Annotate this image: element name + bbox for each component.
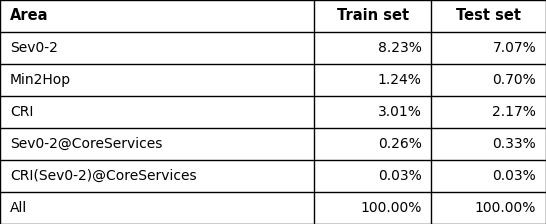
Text: Sev0-2: Sev0-2 (10, 41, 58, 55)
Text: 0.03%: 0.03% (378, 169, 422, 183)
Text: All: All (10, 201, 27, 215)
Text: 0.33%: 0.33% (492, 137, 536, 151)
Text: CRI(Sev0-2)@CoreServices: CRI(Sev0-2)@CoreServices (10, 169, 197, 183)
Text: 100.00%: 100.00% (475, 201, 536, 215)
Text: 0.26%: 0.26% (378, 137, 422, 151)
Text: CRI: CRI (10, 105, 33, 119)
Text: 1.24%: 1.24% (378, 73, 422, 87)
Text: Min2Hop: Min2Hop (10, 73, 71, 87)
Text: 0.70%: 0.70% (492, 73, 536, 87)
Text: 8.23%: 8.23% (378, 41, 422, 55)
Text: Area: Area (10, 9, 49, 24)
Text: Sev0-2@CoreServices: Sev0-2@CoreServices (10, 137, 162, 151)
Text: 100.00%: 100.00% (360, 201, 422, 215)
Text: 0.03%: 0.03% (492, 169, 536, 183)
Text: 3.01%: 3.01% (378, 105, 422, 119)
Text: Train set: Train set (336, 9, 409, 24)
Text: 2.17%: 2.17% (492, 105, 536, 119)
Text: 7.07%: 7.07% (492, 41, 536, 55)
Text: Test set: Test set (456, 9, 521, 24)
